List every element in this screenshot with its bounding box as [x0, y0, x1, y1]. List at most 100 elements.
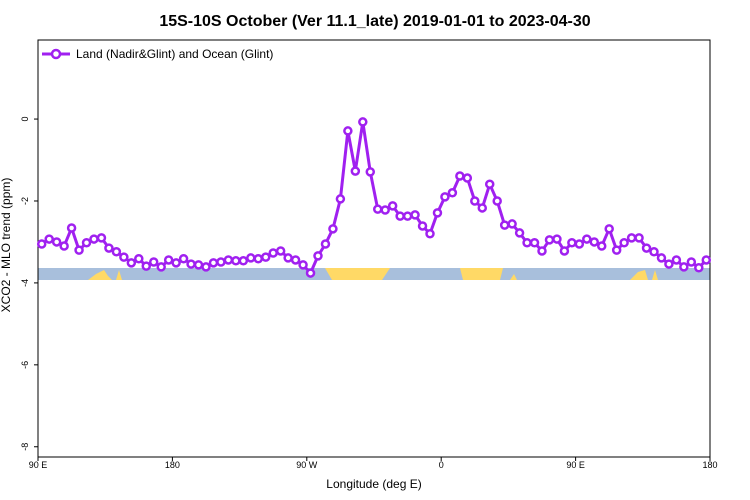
y-tick-label: -2 [20, 197, 30, 205]
point [290, 255, 301, 265]
land-patch [88, 270, 112, 280]
point [126, 258, 137, 268]
point [477, 203, 488, 213]
y-axis-label: XCO2 - MLO trend (ppm) [0, 178, 13, 313]
x-tick-label: 180 [702, 460, 717, 470]
chart-title: 15S-10S October (Ver 11.1_late) 2019-01-… [159, 13, 590, 30]
land-ocean-mask [38, 268, 710, 280]
point [171, 258, 181, 268]
point [701, 255, 712, 265]
point [694, 263, 704, 273]
point [499, 220, 510, 230]
point [275, 246, 286, 256]
point [619, 238, 629, 248]
point [552, 234, 562, 244]
point [260, 252, 271, 262]
point [626, 233, 637, 243]
land-patch [116, 270, 122, 280]
point [417, 221, 428, 231]
point [134, 253, 144, 264]
point [305, 268, 316, 278]
point [514, 228, 525, 238]
point [81, 238, 92, 248]
point [178, 253, 189, 264]
point [216, 257, 226, 267]
point [559, 246, 570, 256]
y-tick-label: 0 [20, 117, 30, 122]
point [634, 233, 644, 243]
point [596, 241, 607, 251]
point [402, 211, 413, 221]
point [246, 253, 256, 263]
point [119, 252, 129, 262]
point [582, 234, 592, 244]
x-tick-label: 0 [439, 460, 444, 470]
point [567, 238, 577, 248]
series-line [40, 121, 708, 276]
point [529, 238, 540, 248]
point [484, 179, 495, 189]
point [283, 253, 293, 263]
point [462, 173, 473, 183]
point [358, 117, 368, 127]
legend-marker [50, 48, 62, 60]
point [313, 251, 323, 261]
point [574, 239, 585, 249]
point [387, 201, 398, 211]
point [335, 194, 346, 204]
point [156, 262, 166, 272]
point [231, 256, 241, 266]
point [649, 247, 659, 257]
x-tick-label: 90 W [296, 460, 318, 470]
point [328, 224, 338, 234]
point [440, 192, 450, 202]
point [395, 211, 405, 221]
point [208, 258, 219, 268]
land-patch [325, 268, 390, 280]
point [223, 255, 234, 265]
point [686, 257, 697, 267]
point [589, 237, 600, 247]
point [492, 196, 502, 206]
point [141, 261, 152, 271]
land-patch [652, 270, 658, 280]
point [507, 219, 517, 229]
point [193, 260, 204, 270]
point [350, 166, 361, 176]
y-tick-label: -8 [20, 443, 30, 451]
point [253, 253, 264, 264]
y-tick-label: -6 [20, 361, 30, 369]
point [186, 259, 196, 269]
land-patch [630, 270, 648, 280]
point [51, 237, 62, 247]
point [522, 238, 532, 248]
point [238, 256, 249, 266]
point [89, 234, 99, 244]
legend-label: Land (Nadir&Glint) and Ocean (Glint) [76, 47, 273, 61]
point [201, 262, 211, 272]
plot-frame [37, 39, 711, 458]
x-tick-label: 90 E [29, 460, 48, 470]
y-tick-label: -4 [20, 279, 30, 287]
point [36, 239, 47, 249]
point [455, 171, 465, 181]
point [664, 259, 674, 269]
point [96, 233, 107, 243]
point [104, 243, 114, 253]
point [163, 255, 174, 265]
point [470, 196, 480, 206]
point [365, 167, 376, 177]
point [111, 247, 122, 257]
point [679, 262, 689, 272]
point [148, 257, 159, 267]
point [320, 239, 331, 249]
point [66, 223, 77, 233]
point [298, 260, 308, 270]
point [656, 253, 667, 263]
point [44, 234, 54, 244]
x-tick-label: 90 E [566, 460, 585, 470]
point [74, 245, 84, 255]
point [544, 235, 555, 245]
point [372, 204, 383, 214]
